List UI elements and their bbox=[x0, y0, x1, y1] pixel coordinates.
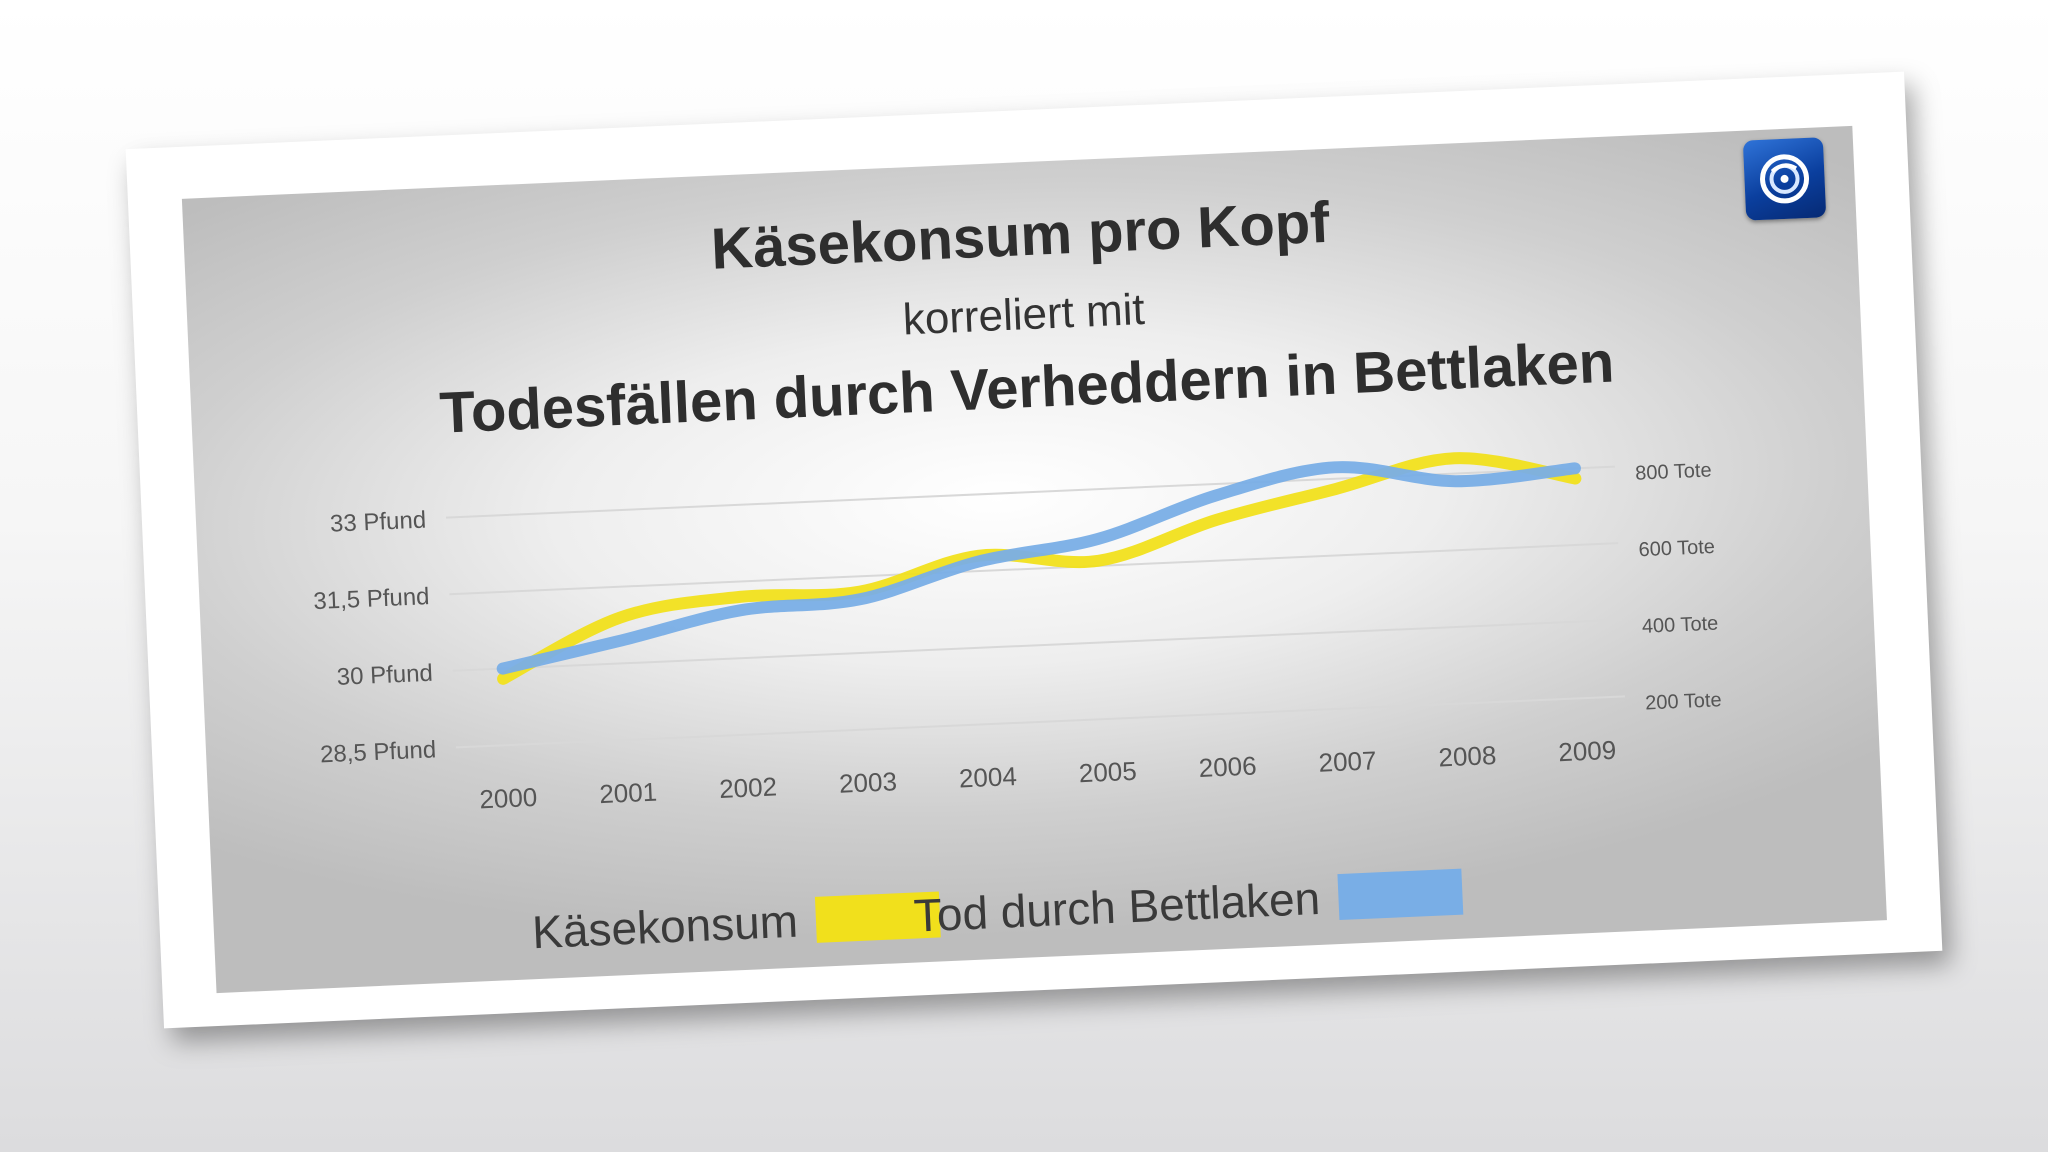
legend-swatch-bedsheet bbox=[1337, 868, 1463, 921]
x-tick-label: 2005 bbox=[1078, 756, 1137, 788]
y-left-tick-label: 28,5 Pfund bbox=[320, 736, 437, 768]
series-line-bedsheet bbox=[496, 461, 1581, 675]
y-left-tick-label: 31,5 Pfund bbox=[313, 583, 430, 615]
gridline bbox=[452, 618, 1622, 672]
legend-label-cheese: Käsekonsum bbox=[531, 894, 799, 959]
x-tick-label: 2001 bbox=[599, 777, 658, 809]
x-tick-label: 2004 bbox=[958, 761, 1017, 793]
x-tick-label: 2008 bbox=[1438, 740, 1497, 772]
y-left-tick-label: 33 Pfund bbox=[330, 506, 427, 537]
x-tick-label: 2000 bbox=[479, 782, 538, 814]
x-tick-label: 2007 bbox=[1318, 745, 1377, 777]
gridline bbox=[449, 542, 1619, 596]
y-right-tick-label: 200 Tote bbox=[1645, 689, 1722, 714]
x-tick-label: 2006 bbox=[1198, 751, 1257, 783]
tv-screen: Käsekonsum pro Kopf korreliert mit Todes… bbox=[181, 125, 1887, 994]
gridline bbox=[456, 695, 1625, 749]
line-chart: 33 Pfund 31,5 Pfund 30 Pfund 28,5 Pfund 800 … bbox=[313, 452, 1722, 814]
y-left-tick-label: 30 Pfund bbox=[336, 660, 433, 691]
x-tick-label: 2009 bbox=[1558, 735, 1617, 767]
x-tick-label: 2002 bbox=[719, 771, 778, 803]
y-right-tick-label: 400 Tote bbox=[1641, 613, 1718, 638]
tagesschau-globe-icon bbox=[1760, 154, 1810, 204]
tagesschau-logo bbox=[1742, 137, 1827, 221]
photo-frame: Käsekonsum pro Kopf korreliert mit Todes… bbox=[125, 71, 1943, 1029]
y-right-tick-label: 600 Tote bbox=[1638, 536, 1715, 561]
y-right-tick-label: 800 Tote bbox=[1635, 459, 1712, 484]
x-tick-label: 2003 bbox=[838, 766, 897, 798]
